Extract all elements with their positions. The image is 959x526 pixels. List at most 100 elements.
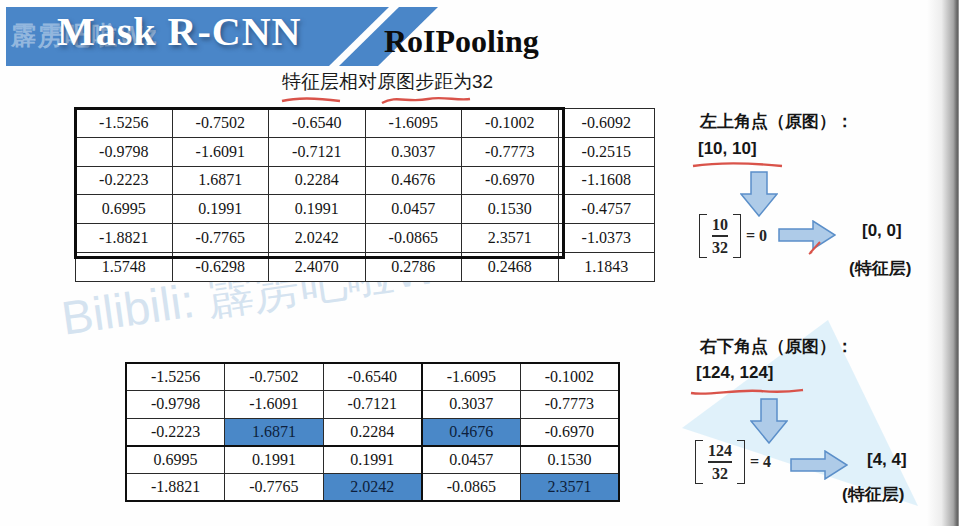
table-cell: 0.4676 — [365, 166, 462, 195]
table-cell: 0.1991 — [323, 446, 422, 474]
table-cell: 0.1530 — [520, 446, 619, 474]
fraction-bar — [708, 461, 732, 463]
table-row: -0.9798-1.6091-0.71210.3037-0.7773 — [126, 391, 619, 419]
formula-result: = 4 — [750, 453, 771, 471]
table-cell: 2.0242 — [323, 473, 422, 501]
table-cell: -0.6970 — [520, 418, 619, 446]
fraction-bar — [712, 235, 728, 237]
red-pen-mark — [806, 238, 826, 256]
table-cell: 0.2786 — [365, 252, 462, 281]
table-cell: -0.7773 — [462, 137, 559, 166]
table-cell: -0.6970 — [462, 166, 559, 195]
table-cell: -0.6540 — [323, 363, 422, 391]
red-underline-top-left — [690, 159, 786, 171]
table-cell: -0.0865 — [422, 473, 521, 501]
table-row: -1.5256-0.7502-0.6540-1.6095-0.1002 — [126, 363, 619, 391]
left-bracket — [699, 214, 707, 258]
left-bracket — [695, 440, 703, 484]
roi-region-table: -1.5256-0.7502-0.6540-1.6095-0.1002-0.97… — [125, 362, 620, 502]
right-bracket — [733, 214, 741, 258]
fraction-denominator: 32 — [712, 239, 728, 257]
table-cell: 0.1991 — [172, 195, 269, 224]
table-cell: -1.6091 — [225, 391, 324, 419]
table-cell: -1.8821 — [126, 473, 225, 501]
top-left-feature-layer-label: (特征层) — [849, 257, 911, 280]
table-cell: -0.7502 — [172, 109, 269, 138]
table-row: -1.5256-0.7502-0.6540-1.6095-0.1002-0.60… — [76, 109, 655, 138]
page-title: Mask R-CNN — [57, 8, 301, 55]
table-row: -0.22231.68710.22840.4676-0.6970-1.1608 — [76, 166, 655, 195]
table-cell: -0.1002 — [520, 363, 619, 391]
screen-edge-shadow — [927, 0, 959, 526]
table-cell: -0.7121 — [323, 391, 422, 419]
table-cell: -0.7502 — [225, 363, 324, 391]
table-cell: -1.6091 — [172, 137, 269, 166]
floor-formula-bottom-right: 124 32 = 4 — [695, 440, 771, 484]
table-row: 1.5748-0.62982.40700.27860.24681.1843 — [76, 252, 655, 281]
table-cell: -0.4757 — [558, 195, 655, 224]
table-cell: -1.6095 — [365, 109, 462, 138]
table-cell: 2.3571 — [462, 224, 559, 253]
red-underline-subtitle — [276, 92, 476, 108]
fraction: 124 32 — [703, 440, 737, 484]
table-cell: 0.4676 — [422, 418, 521, 446]
table-cell: -0.6092 — [558, 109, 655, 138]
table-cell: -0.7765 — [225, 473, 324, 501]
table-cell: 0.2284 — [269, 166, 366, 195]
fraction-numerator: 10 — [712, 216, 728, 234]
table-cell: -0.9798 — [76, 137, 173, 166]
fraction-denominator: 32 — [712, 465, 728, 483]
right-arrow-icon — [790, 450, 848, 480]
table-cell: -1.6095 — [422, 363, 521, 391]
table-cell: -1.8821 — [76, 224, 173, 253]
table-cell: -0.6298 — [172, 252, 269, 281]
floor-formula-top-left: 10 32 = 0 — [699, 214, 767, 258]
table-cell: 0.2468 — [462, 252, 559, 281]
table-cell: 2.3571 — [520, 473, 619, 501]
bottom-right-point-label: 右下角点（原图）： — [700, 335, 853, 358]
table-row: 0.69950.19910.19910.04570.1530-0.4757 — [76, 195, 655, 224]
table-cell: -0.2223 — [76, 166, 173, 195]
table-cell: 0.2284 — [323, 418, 422, 446]
right-bracket — [737, 440, 745, 484]
table-cell: -1.5256 — [126, 363, 225, 391]
table-row: -0.9798-1.6091-0.71210.3037-0.7773-0.251… — [76, 137, 655, 166]
table-row: -1.8821-0.77652.0242-0.08652.3571 — [126, 473, 619, 501]
table-cell: 2.4070 — [269, 252, 366, 281]
table-cell: 2.0242 — [269, 224, 366, 253]
table-row: -0.22231.68710.22840.4676-0.6970 — [126, 418, 619, 446]
top-left-feature-coords: [0, 0] — [862, 221, 902, 241]
table-cell: -1.5256 — [76, 109, 173, 138]
down-arrow-icon — [740, 171, 778, 217]
formula-result: = 0 — [746, 227, 767, 245]
table-cell: -0.2223 — [126, 418, 225, 446]
top-left-point-label: 左上角点（原图）： — [700, 110, 853, 133]
red-underline-bottom-right — [687, 385, 807, 399]
feature-map-table: -1.5256-0.7502-0.6540-1.6095-0.1002-0.60… — [75, 108, 655, 282]
bottom-right-feature-coords: [4, 4] — [867, 450, 907, 470]
table-cell: 0.1991 — [225, 446, 324, 474]
table-row: -1.8821-0.77652.0242-0.08652.3571-1.0373 — [76, 224, 655, 253]
table-cell: 0.3037 — [365, 137, 462, 166]
table-cell: 1.6871 — [225, 418, 324, 446]
table-cell: -0.7765 — [172, 224, 269, 253]
table-cell: 0.1991 — [269, 195, 366, 224]
fraction: 10 32 — [707, 214, 733, 258]
table-cell: 0.1530 — [462, 195, 559, 224]
section-title: RoIPooling — [384, 23, 539, 60]
bottom-right-point-coords: [124, 124] — [696, 363, 774, 383]
table-cell: -0.7121 — [269, 137, 366, 166]
bottom-right-feature-layer-label: (特征层) — [842, 483, 904, 506]
table-cell: -0.7773 — [520, 391, 619, 419]
table-cell: 1.1843 — [558, 252, 655, 281]
table-cell: -0.6540 — [269, 109, 366, 138]
down-arrow-icon — [750, 398, 788, 444]
table-cell: 0.6995 — [76, 195, 173, 224]
table-cell: 0.6995 — [126, 446, 225, 474]
top-left-point-coords: [10, 10] — [698, 139, 757, 159]
table-cell: -0.9798 — [126, 391, 225, 419]
table-cell: 1.6871 — [172, 166, 269, 195]
table-cell: -1.0373 — [558, 224, 655, 253]
table-cell: -0.0865 — [365, 224, 462, 253]
table-cell: -1.1608 — [558, 166, 655, 195]
